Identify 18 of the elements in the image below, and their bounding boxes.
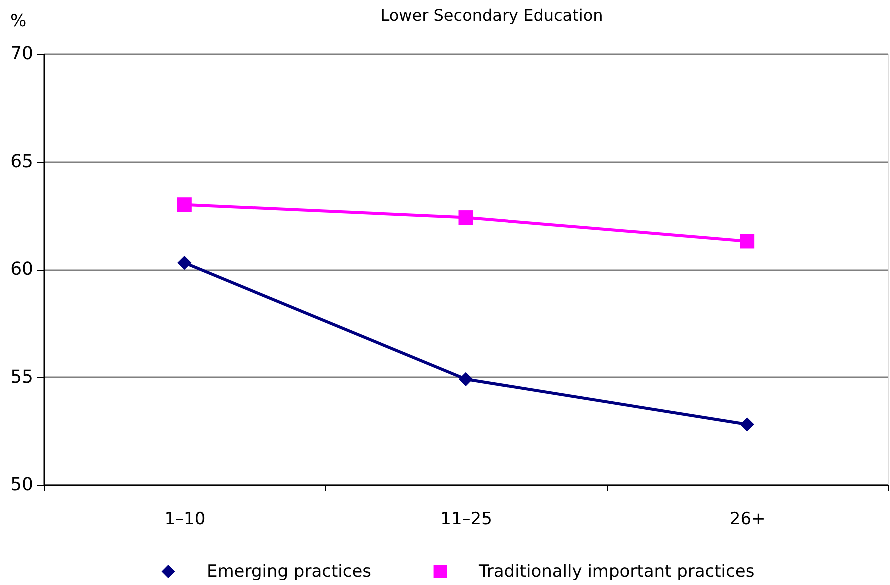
x-tick-label: 11–25: [440, 510, 492, 530]
chart-title: Lower Secondary Education: [380, 6, 604, 25]
y-axis-title: %: [10, 12, 27, 32]
point: [458, 210, 474, 226]
point: [178, 256, 192, 270]
point: [458, 372, 474, 386]
y-tick-label: 60: [10, 259, 34, 280]
point: [177, 198, 192, 212]
x-tick-label: 26+: [730, 510, 766, 530]
y-tick-label: 70: [10, 44, 34, 64]
x-tick-label: 1–10: [164, 510, 206, 530]
y-tick-label: 65: [10, 151, 34, 172]
y-tick-label: 50: [10, 474, 34, 496]
y-tick-label: 55: [10, 366, 34, 388]
point: [740, 418, 754, 432]
legend-label: Emerging practices: [207, 562, 372, 582]
point: [740, 234, 755, 249]
legend-label: Traditionally important practices: [478, 562, 755, 582]
